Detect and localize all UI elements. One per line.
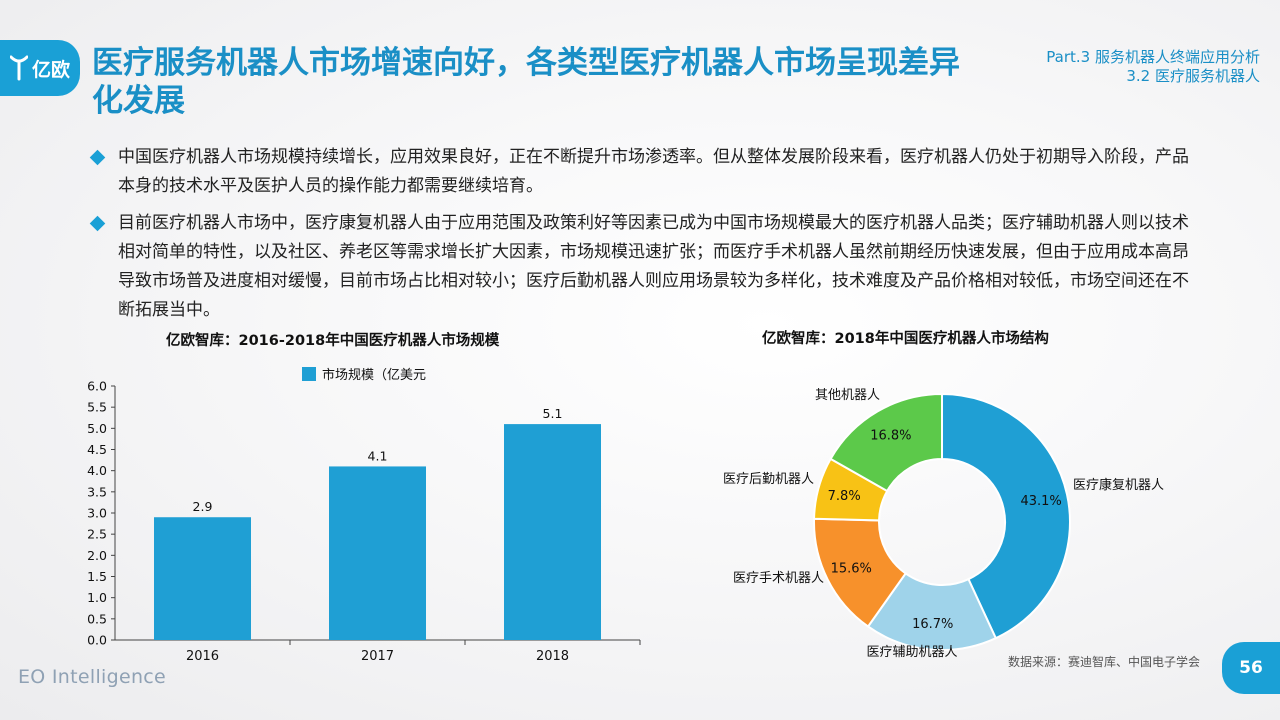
y-tick-label: 5.0 bbox=[87, 421, 107, 436]
slice-percent-label: 15.6% bbox=[831, 562, 872, 577]
y-tick-label: 0.5 bbox=[87, 611, 107, 626]
bullet-text: 目前医疗机器人市场中，医疗康复机器人由于应用范围及政策利好等因素已成为中国市场规… bbox=[118, 213, 1189, 320]
slice-percent-label: 7.8% bbox=[828, 489, 861, 504]
page-number: 56 bbox=[1222, 642, 1280, 694]
y-tick-label: 2.5 bbox=[87, 527, 107, 542]
donut-chart: 43.1% 医疗康复机器人 16.7% 医疗辅助机器人 15.6% 医疗手术机器人 7.8%… bbox=[723, 388, 1164, 660]
slice-percent-label: 16.8% bbox=[870, 428, 911, 443]
donut-slice bbox=[829, 392, 943, 493]
slice-percent-label: 16.7% bbox=[912, 617, 953, 632]
bar-data-label: 5.1 bbox=[543, 406, 563, 421]
logo-text: 亿欧 bbox=[31, 58, 70, 81]
legend-swatch bbox=[302, 367, 316, 381]
brand-text: EO Intelligence bbox=[18, 666, 167, 688]
donut-slice bbox=[941, 392, 1071, 640]
donut-slice bbox=[866, 572, 998, 651]
y-tick-label: 3.5 bbox=[87, 484, 107, 499]
bar-data-label: 2.9 bbox=[193, 499, 213, 514]
y-tick-label: 3.0 bbox=[87, 506, 107, 521]
y-tick-label: 0.0 bbox=[87, 633, 107, 648]
bar bbox=[154, 517, 251, 640]
bullet-list: 中国医疗机器人市场规模持续增长，应用效果良好，正在不断提升市场渗透率。但从整体发… bbox=[88, 143, 1200, 333]
diamond-bullet-icon bbox=[89, 215, 106, 232]
bar-data-label: 4.1 bbox=[368, 448, 388, 463]
data-source: 数据来源：赛迪智库、中国电子学会 bbox=[1007, 655, 1200, 669]
x-tick-label: 2017 bbox=[361, 649, 394, 664]
slice-category-label: 医疗康复机器人 bbox=[1073, 477, 1164, 493]
bar bbox=[329, 466, 426, 640]
y-tick-label: 2.0 bbox=[87, 548, 107, 563]
section-label: Part.3 服务机器人终端应用分析 3.2 医疗服务机器人 bbox=[1046, 48, 1260, 86]
logo: 亿欧 bbox=[0, 40, 80, 96]
y-tick-label: 5.5 bbox=[87, 400, 107, 415]
bullet-item: 中国医疗机器人市场规模持续增长，应用效果良好，正在不断提升市场渗透率。但从整体发… bbox=[88, 143, 1200, 201]
bullet-text: 中国医疗机器人市场规模持续增长，应用效果良好，正在不断提升市场渗透率。但从整体发… bbox=[118, 147, 1189, 196]
slice-category-label: 医疗手术机器人 bbox=[733, 571, 824, 586]
slice-category-label: 其他机器人 bbox=[815, 388, 880, 403]
diamond-bullet-icon bbox=[89, 149, 106, 166]
x-tick-label: 2018 bbox=[536, 649, 569, 664]
section-part: Part.3 服务机器人终端应用分析 bbox=[1046, 48, 1260, 66]
slice-category-label: 医疗后勤机器人 bbox=[723, 472, 814, 487]
legend-label: 市场规模（亿美元 bbox=[322, 367, 426, 383]
bullet-item: 目前医疗机器人市场中，医疗康复机器人由于应用范围及政策利好等因素已成为中国市场规… bbox=[88, 209, 1200, 325]
page-title: 医疗服务机器人市场增速向好，各类型医疗机器人市场呈现差异化发展 bbox=[92, 45, 960, 119]
y-tick-label: 1.0 bbox=[87, 590, 107, 605]
y-tick-label: 1.5 bbox=[87, 569, 107, 584]
pie-chart-title: 亿欧智库：2018年中国医疗机器人市场结构 bbox=[762, 331, 1049, 347]
y-tick-label: 4.0 bbox=[87, 463, 107, 478]
bar-chart-title: 亿欧智库：2016-2018年中国医疗机器人市场规模 bbox=[166, 333, 500, 349]
x-tick-label: 2016 bbox=[186, 649, 219, 664]
section-sub: 3.2 医疗服务机器人 bbox=[1126, 67, 1260, 85]
y-tick-label: 6.0 bbox=[87, 379, 107, 394]
y-tick-label: 4.5 bbox=[87, 442, 107, 457]
slice-category-label: 医疗辅助机器人 bbox=[866, 645, 957, 660]
bar-chart: 0.0 0.5 1.0 1.5 2.0 2.5 3.0 3.5 4.0 4.5 5.0 5.5 6.0 2… bbox=[87, 367, 641, 664]
logo-icon bbox=[9, 55, 28, 81]
bar bbox=[504, 424, 601, 640]
slice-percent-label: 43.1% bbox=[1020, 494, 1061, 509]
